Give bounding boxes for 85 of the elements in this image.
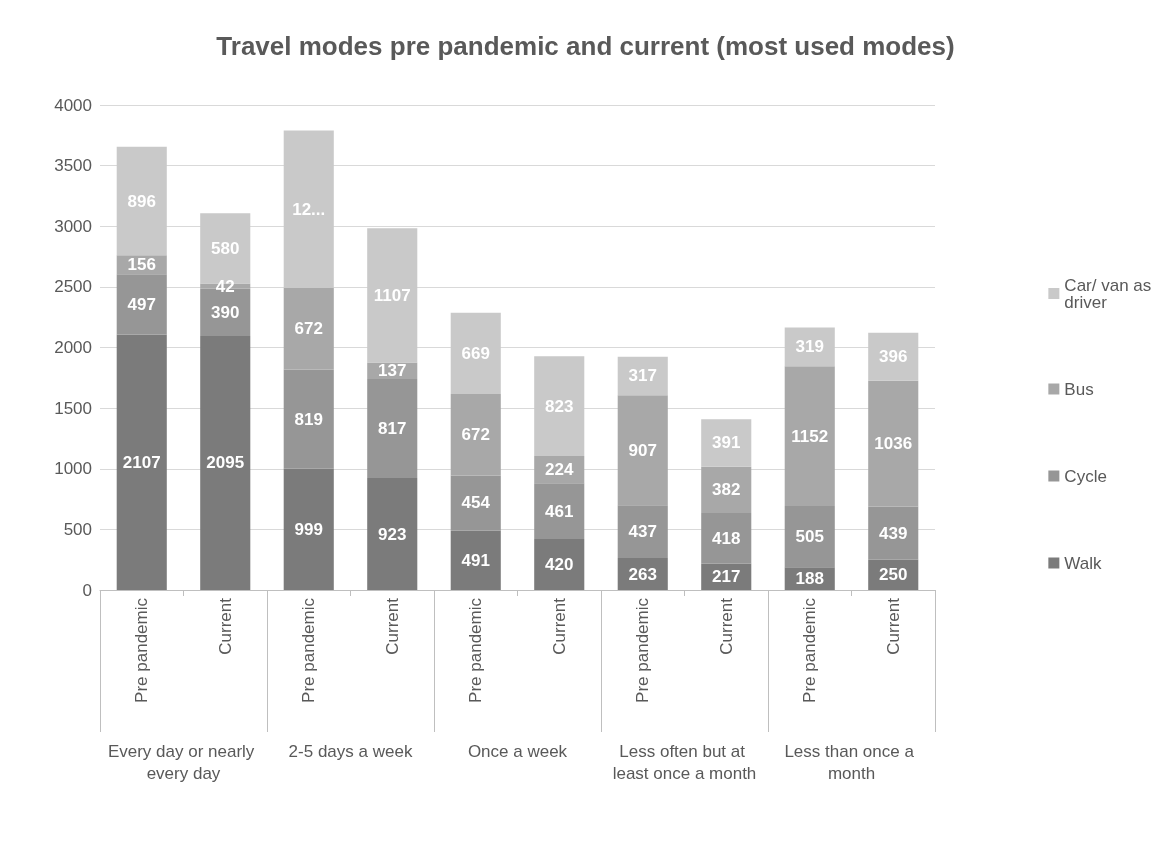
text: Less than once a month <box>784 741 919 783</box>
data-label: 437 <box>628 522 657 542</box>
legend-label: Walk <box>1064 553 1102 573</box>
text: Once a week <box>467 741 568 761</box>
x-tick-label: Pre pandemic <box>299 597 319 703</box>
data-label: 672 <box>294 319 323 339</box>
bar <box>367 228 418 363</box>
data-label: 819 <box>294 409 323 429</box>
x-tick-label: Current <box>215 597 235 655</box>
bar <box>534 483 585 540</box>
text: 2-5 days a week <box>288 741 413 761</box>
text: Less often but at least once a month <box>612 741 757 783</box>
x-tick-label: Current <box>883 597 903 655</box>
bar <box>450 530 501 590</box>
y-tick-label: 500 <box>63 519 92 539</box>
bar <box>534 539 585 590</box>
data-label: 2095 <box>206 453 245 473</box>
data-label: 907 <box>628 440 657 460</box>
data-label: 137 <box>378 361 407 381</box>
data-label: 224 <box>545 460 574 480</box>
data-label: 217 <box>712 567 741 587</box>
y-tick-label: 0 <box>82 580 92 600</box>
y-tick-label: 4000 <box>54 95 92 115</box>
bar <box>617 505 668 559</box>
x-tick-label: Pre pandemic <box>800 597 820 703</box>
bar <box>200 335 251 590</box>
bar <box>283 288 334 370</box>
y-tick-label: 2000 <box>54 338 92 357</box>
data-label: 672 <box>461 425 490 445</box>
data-label: 418 <box>712 528 741 548</box>
x-tick-label: Current <box>549 597 569 655</box>
text: Every day or nearly every day <box>107 741 260 783</box>
legend-label: Bus <box>1064 379 1094 399</box>
data-label: 497 <box>127 294 156 314</box>
bar <box>283 468 334 590</box>
x-tick-label: Pre pandemic <box>633 597 653 703</box>
x-tick-label: Current <box>382 597 402 655</box>
bar <box>116 274 167 335</box>
bar <box>283 369 334 469</box>
legend-label: Car/ van as driver <box>1064 275 1157 312</box>
y-tick-label: 3000 <box>54 216 92 236</box>
legend-label: Cycle <box>1064 466 1107 486</box>
bar <box>701 419 752 467</box>
y-tick-label: 1000 <box>54 459 92 479</box>
bar <box>450 475 501 531</box>
data-label: 454 <box>461 493 491 513</box>
data-label: 817 <box>378 419 407 439</box>
bar <box>617 395 668 506</box>
bar <box>701 513 752 564</box>
x-tick-label: Pre pandemic <box>132 597 152 703</box>
data-label: 923 <box>378 524 407 544</box>
bar <box>868 380 919 507</box>
data-label: 156 <box>127 255 156 275</box>
y-tick-label: 3500 <box>54 156 92 176</box>
y-tick-label: 1500 <box>54 398 92 418</box>
bar <box>367 379 418 479</box>
data-label: 390 <box>211 302 240 322</box>
x-tick-label: Pre pandemic <box>466 597 486 703</box>
data-label: 188 <box>795 569 824 589</box>
data-label: 250 <box>879 565 908 585</box>
data-label: 382 <box>712 480 741 500</box>
data-label: 1036 <box>874 434 913 454</box>
data-label: 439 <box>879 523 908 543</box>
bar <box>450 393 501 476</box>
data-label: 461 <box>545 501 574 521</box>
data-label: 491 <box>461 550 490 570</box>
bar <box>116 146 167 256</box>
data-label: 2107 <box>122 452 161 472</box>
y-tick-label: 2500 <box>54 277 92 297</box>
chart-title: Travel modes pre pandemic and current (most used modes) <box>216 31 955 61</box>
data-label: 42 <box>215 276 235 296</box>
bar <box>534 356 585 457</box>
bar <box>784 505 835 568</box>
data-label: 1152 <box>791 426 829 446</box>
data-label: 263 <box>628 564 657 584</box>
bar <box>116 334 167 590</box>
bar <box>367 478 418 590</box>
x-tick-label: Current <box>716 597 736 655</box>
data-label: 505 <box>795 527 824 547</box>
bar <box>868 506 919 560</box>
bar <box>450 312 501 394</box>
data-label: 420 <box>545 555 574 575</box>
data-label: 999 <box>294 519 323 539</box>
bar <box>784 366 835 506</box>
bar <box>283 130 334 289</box>
